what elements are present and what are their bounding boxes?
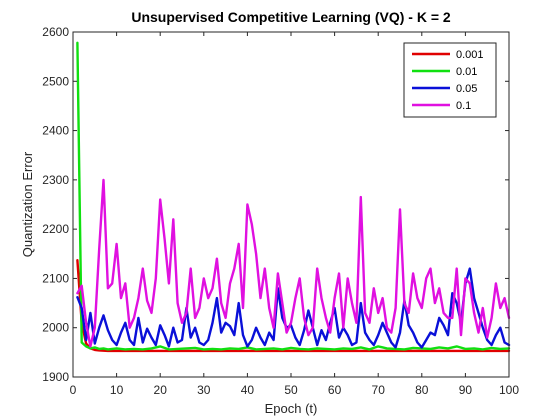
legend: 0.001 0.01 0.05 0.1 [403, 42, 497, 118]
series-line-2 [76, 267, 511, 349]
legend-label-0: 0.001 [456, 49, 484, 61]
x-tick-label: 40 [241, 383, 255, 397]
series-line-0 [76, 259, 511, 353]
x-tick-label: 90 [459, 383, 473, 397]
x-axis-label: Epoch (t) [265, 401, 318, 416]
axes-layer: 0 10 20 30 40 50 60 70 80 90 100 1900 2000 2100 2200 23… [42, 25, 519, 397]
x-tick-label: 0 [70, 383, 77, 397]
y-tick-label: 2100 [42, 271, 69, 285]
y-tick-label: 2600 [42, 25, 69, 39]
x-tick-label: 100 [499, 383, 519, 397]
x-tick-label: 80 [415, 383, 429, 397]
y-tick-label: 2200 [42, 222, 69, 236]
series-line-3 [76, 178, 511, 348]
x-tick-label: 10 [110, 383, 124, 397]
series-line-1 [76, 41, 511, 351]
y-tick-label: 2000 [42, 321, 69, 335]
y-tick-label: 2500 [42, 74, 69, 88]
legend-label-1: 0.01 [456, 66, 477, 78]
legend-label-3: 0.1 [456, 100, 471, 112]
y-tick-label: 1900 [42, 370, 69, 384]
y-tick-label: 2300 [42, 173, 69, 187]
x-tick-label: 60 [328, 383, 342, 397]
series-layer [76, 41, 511, 353]
legend-label-2: 0.05 [456, 83, 477, 95]
y-axis-label: Quantization Error [20, 151, 35, 257]
chart-title: Unsupervised Competitive Learning (VQ) -… [131, 9, 451, 25]
y-tick-label: 2400 [42, 124, 69, 138]
x-tick-label: 50 [284, 383, 298, 397]
x-tick-label: 30 [197, 383, 211, 397]
x-tick-label: 20 [154, 383, 168, 397]
x-tick-label: 70 [372, 383, 386, 397]
